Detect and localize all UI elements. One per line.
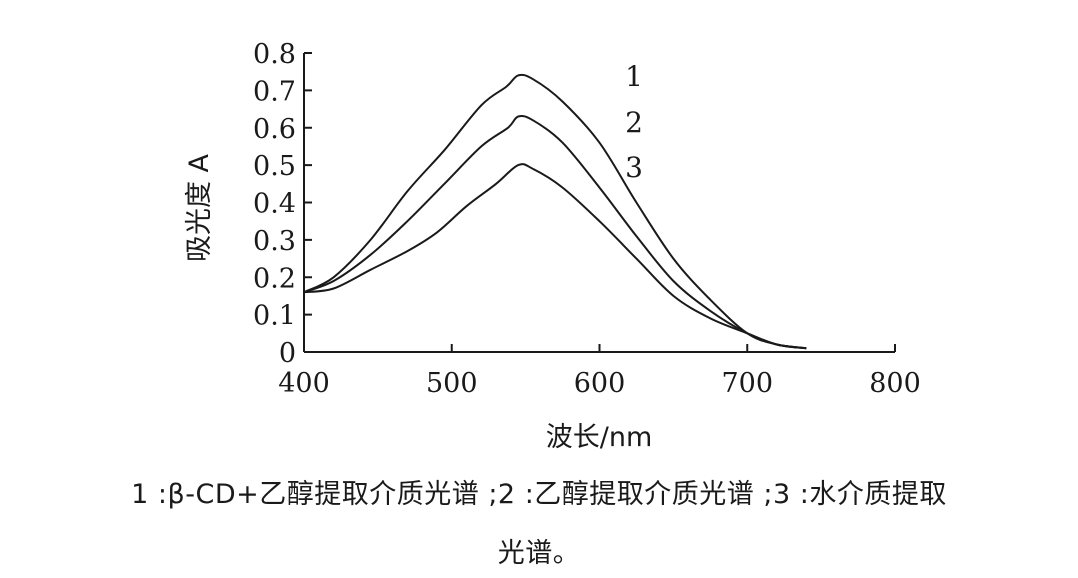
y-tick-label: 0.3 (253, 226, 296, 257)
x-tick-label: 800 (869, 368, 921, 399)
series-line-2 (303, 114, 807, 350)
legend: 1 2 3 (625, 60, 643, 184)
x-tick-label: 500 (426, 368, 478, 399)
y-tick-label: 0 (279, 338, 296, 369)
x-tick-label: 400 (278, 368, 330, 399)
figure-caption-line-1: 1 :β-CD+乙醇提取介质光谱 ;2 :乙醇提取介质光谱 ;3 :水介质提取 (131, 479, 947, 510)
tick-marks: 0 0.1 0.2 0.3 0.4 0.5 0.6 0.7 0.8 400 500 600 700 800 (253, 39, 921, 399)
series-lines (303, 73, 807, 350)
x-tick-label: 600 (574, 368, 626, 399)
spectrum-chart: 0 0.1 0.2 0.3 0.4 0.5 0.6 0.7 0.8 400 500 600 700 800… (184, 39, 921, 453)
legend-label-3: 3 (625, 151, 643, 184)
axes (303, 53, 895, 353)
x-axis-label: 波长/nm (546, 422, 653, 453)
series-line-1 (303, 73, 807, 350)
y-tick-label: 0.7 (253, 76, 296, 107)
figure-caption-line-2: 光谱。 (497, 538, 581, 569)
x-tick-label: 700 (721, 368, 773, 399)
y-axis-label: 吸光度 A (184, 153, 215, 262)
series-line-3 (303, 163, 807, 350)
legend-label-1: 1 (625, 60, 643, 93)
y-tick-label: 0.5 (253, 151, 296, 182)
y-tick-label: 0.2 (253, 263, 296, 294)
legend-label-2: 2 (625, 106, 643, 139)
y-tick-label: 0.8 (253, 39, 296, 70)
y-tick-label: 0.6 (253, 114, 296, 145)
y-tick-label: 0.4 (253, 189, 296, 220)
y-tick-label: 0.1 (253, 301, 296, 332)
